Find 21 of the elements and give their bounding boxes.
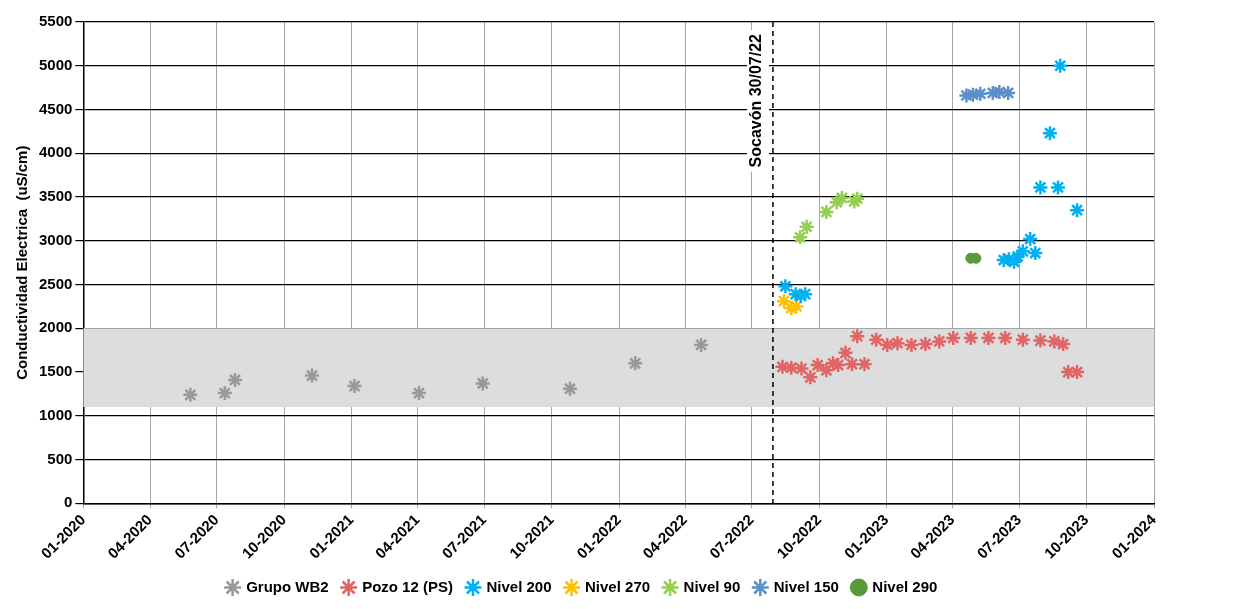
legend-label: Pozo 12 (PS) bbox=[362, 577, 453, 595]
y-tick-label: 4000 bbox=[38, 143, 73, 161]
legend-label: Nivel 200 bbox=[486, 577, 552, 595]
y-tick-label: 3000 bbox=[38, 230, 73, 248]
y-tick-label: 4500 bbox=[38, 99, 73, 117]
y-tick-label: 500 bbox=[47, 449, 73, 467]
legend-label: Nivel 290 bbox=[872, 577, 938, 595]
legend-label: Nivel 90 bbox=[683, 577, 741, 595]
y-tick-label: 0 bbox=[64, 493, 73, 511]
legend-label: Nivel 150 bbox=[773, 577, 839, 595]
y-tick-label: 2000 bbox=[38, 318, 73, 336]
ref-line-label: Socavón 30/07/22 bbox=[747, 33, 765, 168]
y-tick-label: 1000 bbox=[38, 405, 73, 423]
y-tick-label: 3500 bbox=[38, 187, 73, 205]
legend-label: Nivel 270 bbox=[585, 577, 651, 595]
y-tick-label: 5000 bbox=[38, 55, 73, 73]
legend-label: Grupo WB2 bbox=[246, 577, 329, 595]
y-axis-title: Conductividad Electrica (uS/cm) bbox=[13, 145, 31, 380]
y-tick-label: 1500 bbox=[38, 362, 73, 380]
y-tick-label: 2500 bbox=[38, 274, 73, 292]
y-tick-label: 5500 bbox=[38, 12, 73, 30]
